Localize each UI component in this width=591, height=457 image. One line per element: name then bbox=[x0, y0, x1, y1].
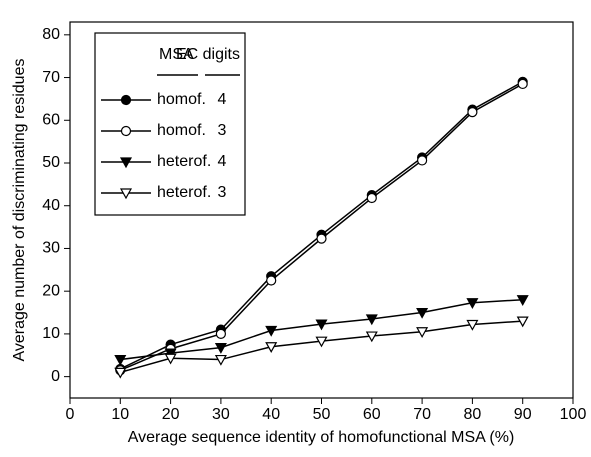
legend-digits: 4 bbox=[218, 91, 227, 108]
y-tick-label: 60 bbox=[42, 111, 60, 128]
legend-digits: 3 bbox=[218, 184, 227, 201]
legend-digits: 3 bbox=[218, 122, 227, 139]
data-point bbox=[214, 354, 227, 366]
data-point bbox=[365, 331, 378, 343]
data-point bbox=[467, 107, 478, 118]
legend-label: homof. bbox=[157, 91, 206, 108]
legend-marker bbox=[120, 94, 132, 106]
y-tick-label: 0 bbox=[51, 368, 60, 385]
legend-header: EC digits bbox=[176, 46, 240, 63]
data-point bbox=[266, 275, 277, 286]
y-tick-label: 10 bbox=[42, 325, 60, 342]
data-point bbox=[466, 319, 479, 331]
legend-marker bbox=[119, 157, 133, 169]
legend-marker bbox=[119, 188, 133, 200]
x-tick-label: 20 bbox=[162, 406, 180, 423]
x-tick-label: 40 bbox=[262, 406, 280, 423]
data-point bbox=[114, 354, 127, 366]
y-tick-label: 20 bbox=[42, 282, 60, 299]
data-point bbox=[466, 298, 479, 309]
data-point bbox=[366, 192, 377, 204]
x-axis-label: Average sequence identity of homofunctio… bbox=[128, 429, 515, 446]
x-tick-label: 80 bbox=[464, 406, 482, 423]
data-point bbox=[164, 348, 177, 360]
x-tick-label: 60 bbox=[363, 406, 381, 423]
data-point bbox=[315, 319, 328, 331]
x-tick-label: 50 bbox=[313, 406, 331, 423]
x-tick-label: 90 bbox=[514, 406, 532, 423]
data-point bbox=[316, 233, 327, 244]
legend-label: homof. bbox=[157, 122, 206, 139]
y-tick-label: 50 bbox=[42, 154, 60, 171]
x-tick-label: 100 bbox=[560, 406, 587, 423]
data-point bbox=[365, 314, 378, 326]
data-point bbox=[516, 316, 529, 328]
y-tick-label: 70 bbox=[42, 69, 60, 86]
data-point bbox=[516, 295, 529, 306]
y-tick-label: 80 bbox=[42, 26, 60, 43]
x-tick-label: 70 bbox=[413, 406, 431, 423]
data-point bbox=[214, 342, 227, 354]
data-point bbox=[417, 155, 428, 166]
data-point bbox=[315, 336, 328, 348]
legend-marker bbox=[120, 125, 132, 137]
data-point bbox=[215, 328, 226, 340]
y-tick-label: 30 bbox=[42, 240, 60, 257]
x-tick-label: 10 bbox=[111, 406, 129, 423]
y-tick-label: 40 bbox=[42, 197, 60, 214]
data-point bbox=[416, 307, 429, 319]
legend-label: heterof. bbox=[157, 153, 211, 170]
data-point bbox=[265, 325, 278, 337]
x-tick-label: 30 bbox=[212, 406, 230, 423]
y-axis-label: Average number of discriminating residue… bbox=[11, 59, 28, 362]
x-tick-label: 0 bbox=[66, 406, 75, 423]
legend-header: MSA bbox=[159, 46, 194, 63]
data-point bbox=[416, 327, 429, 339]
data-point bbox=[114, 367, 127, 379]
data-point bbox=[517, 78, 528, 90]
legend-digits: 4 bbox=[218, 153, 227, 170]
legend-label: heterof. bbox=[157, 184, 211, 201]
legend-box bbox=[94, 32, 246, 216]
data-point bbox=[265, 342, 278, 353]
data-point bbox=[164, 353, 177, 365]
